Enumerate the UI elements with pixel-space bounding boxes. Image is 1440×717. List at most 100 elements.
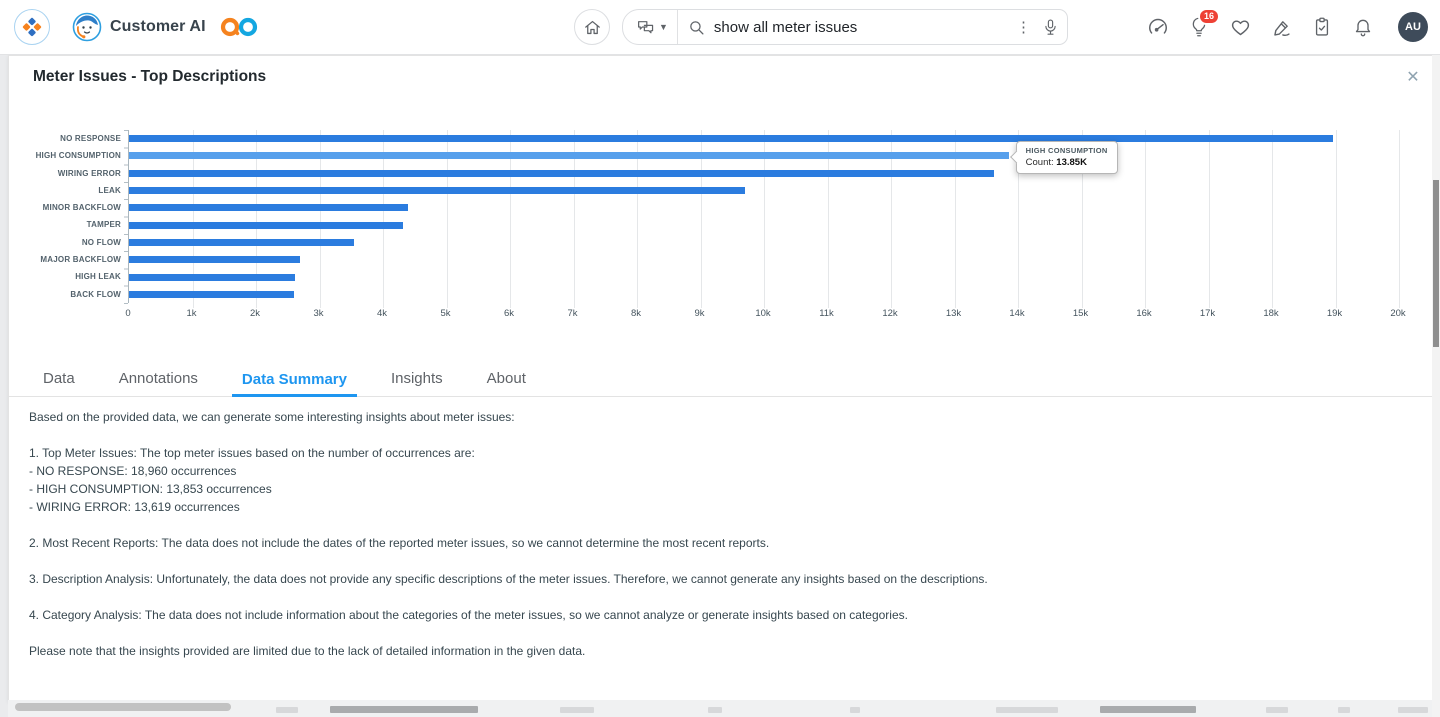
horizontal-scrollbar-thumb[interactable]: [15, 703, 231, 711]
conversation-mode-dropdown[interactable]: ▼: [623, 10, 677, 44]
tasks-button[interactable]: [1310, 15, 1334, 39]
bar-leak[interactable]: [129, 187, 745, 195]
usage-gauge-button[interactable]: [1146, 15, 1170, 39]
chart-x-labels: 0 1k 2k 3k 4k 5k 6k 7k 8k 9k 10k 11k 12k 13k 14k 15k 16k…: [125, 308, 1408, 322]
bar-high-consumption[interactable]: [129, 152, 1009, 160]
bar-back-flow[interactable]: [129, 290, 295, 298]
summary-paragraph: Based on the provided data, we can gener…: [29, 410, 515, 424]
chevron-down-icon: ▼: [659, 22, 668, 32]
notifications-button[interactable]: [1351, 15, 1375, 39]
topbar: Customer AI: [0, 0, 1440, 55]
background-fragment: [1266, 707, 1288, 713]
chart-plot: HIGH CONSUMPTION Count: 13.85K: [128, 130, 1400, 308]
pinwheel-logo-icon: [22, 17, 42, 37]
signature-pen-icon: [1271, 17, 1292, 38]
bell-icon: [1353, 16, 1373, 38]
x-tick-label: 17k: [1199, 308, 1216, 319]
tab-about[interactable]: About: [486, 370, 526, 387]
chart-y-ticks: [124, 130, 128, 305]
tab-data[interactable]: Data: [43, 370, 75, 387]
gridline: [764, 130, 765, 308]
x-tick-label: 7k: [567, 308, 578, 319]
gridline: [319, 130, 321, 308]
y-axis-label: HIGH CONSUMPTION: [35, 151, 121, 161]
divider: [676, 10, 678, 44]
gridline: [192, 130, 194, 308]
annotate-button[interactable]: [1269, 15, 1293, 39]
gridline: [891, 130, 892, 308]
home-button[interactable]: [574, 9, 610, 45]
ideas-button[interactable]: 16: [1187, 8, 1220, 39]
kebab-menu-icon[interactable]: ⋮: [1016, 19, 1031, 36]
heart-icon: [1230, 17, 1251, 38]
y-axis-label: NO RESPONSE: [60, 134, 121, 143]
gridline: [1272, 130, 1273, 308]
bar-no-response[interactable]: [129, 135, 1333, 143]
bar-major-backflow[interactable]: [129, 256, 301, 264]
gridline: [573, 130, 575, 308]
user-avatar[interactable]: AU: [1398, 12, 1428, 42]
gridline: [1399, 130, 1400, 308]
y-axis-label: NO FLOW: [81, 237, 121, 247]
search-section: ⋮: [678, 17, 1067, 37]
app-name: Customer AI: [110, 18, 206, 35]
gridline: [1145, 130, 1146, 308]
background-fragment: [1338, 707, 1350, 713]
microphone-icon[interactable]: [1042, 18, 1059, 37]
tab-data-summary[interactable]: Data Summary: [231, 371, 357, 397]
tabs: Data Annotations Data Summary Insights About: [9, 364, 1433, 397]
clipboard-check-icon: [1312, 16, 1332, 38]
search-icon: [688, 19, 705, 36]
close-icon[interactable]: ✕: [1401, 66, 1425, 90]
background-fragment: [1100, 706, 1196, 713]
y-axis-label: TAMPER: [86, 220, 121, 230]
summary-paragraph: 1. Top Meter Issues: The top meter issue…: [29, 446, 475, 514]
bar-high-leak[interactable]: [129, 273, 296, 281]
y-axis-label: HIGH LEAK: [75, 272, 121, 282]
x-tick-label: 12k: [882, 308, 898, 319]
background-fragment: [1398, 707, 1428, 713]
gridline: [700, 130, 702, 308]
x-tick-label: 14k: [1009, 308, 1025, 319]
x-tick-label: 18k: [1263, 308, 1279, 319]
summary-paragraph: 3. Description Analysis: Unfortunately, …: [29, 572, 988, 586]
topbar-center: ▼ ⋮: [574, 9, 1068, 45]
gridline: [954, 130, 956, 308]
background-fragment: [850, 707, 860, 713]
chart-tooltip: HIGH CONSUMPTION Count: 13.85K: [1015, 140, 1118, 174]
x-tick-label: 5k: [440, 308, 451, 319]
app-menu-button[interactable]: [14, 9, 50, 45]
gridline: [1081, 130, 1083, 308]
gridline: [446, 130, 448, 308]
y-axis-label: MAJOR BACKFLOW: [40, 255, 121, 265]
gauge-icon: [1147, 16, 1169, 38]
x-tick-label: 19k: [1326, 308, 1343, 319]
search-input[interactable]: [711, 17, 1005, 37]
vertical-scrollbar-thumb[interactable]: [1433, 180, 1439, 347]
chart-y-labels: NO RESPONSE HIGH CONSUMPTION WIRING ERROR L…: [9, 130, 121, 303]
x-tick-label: 20k: [1390, 308, 1406, 319]
bar-tamper[interactable]: [129, 221, 404, 229]
home-icon: [583, 18, 602, 37]
panel-title: Meter Issues - Top Descriptions: [33, 68, 267, 85]
favorites-button[interactable]: [1228, 15, 1252, 39]
bar-minor-backflow[interactable]: [129, 204, 409, 212]
bar-wiring-error[interactable]: [129, 169, 994, 177]
tooltip-title: HIGH CONSUMPTION: [1025, 145, 1108, 155]
gridline: [637, 130, 638, 308]
summary-content: Based on the provided data, we can gener…: [9, 397, 1427, 701]
summary-paragraph: 2. Most Recent Reports: The data does no…: [29, 536, 770, 550]
gridline: [1018, 130, 1019, 308]
x-tick-label: 16k: [1136, 308, 1152, 319]
tab-insights[interactable]: Insights: [390, 370, 443, 387]
tab-annotations[interactable]: Annotations: [118, 370, 198, 387]
gridline: [1335, 130, 1337, 308]
bar-no-flow[interactable]: [129, 238, 355, 246]
gridline: [827, 130, 829, 308]
topbar-right: 16: [1146, 0, 1428, 54]
x-tick-label: 8k: [630, 308, 642, 319]
tooltip-value: Count: 13.85K: [1025, 156, 1087, 168]
meter-issues-panel: Meter Issues - Top Descriptions ✕ NO RES…: [8, 55, 1434, 702]
vertical-scrollbar[interactable]: [1432, 55, 1440, 717]
background-fragment: [996, 707, 1058, 713]
